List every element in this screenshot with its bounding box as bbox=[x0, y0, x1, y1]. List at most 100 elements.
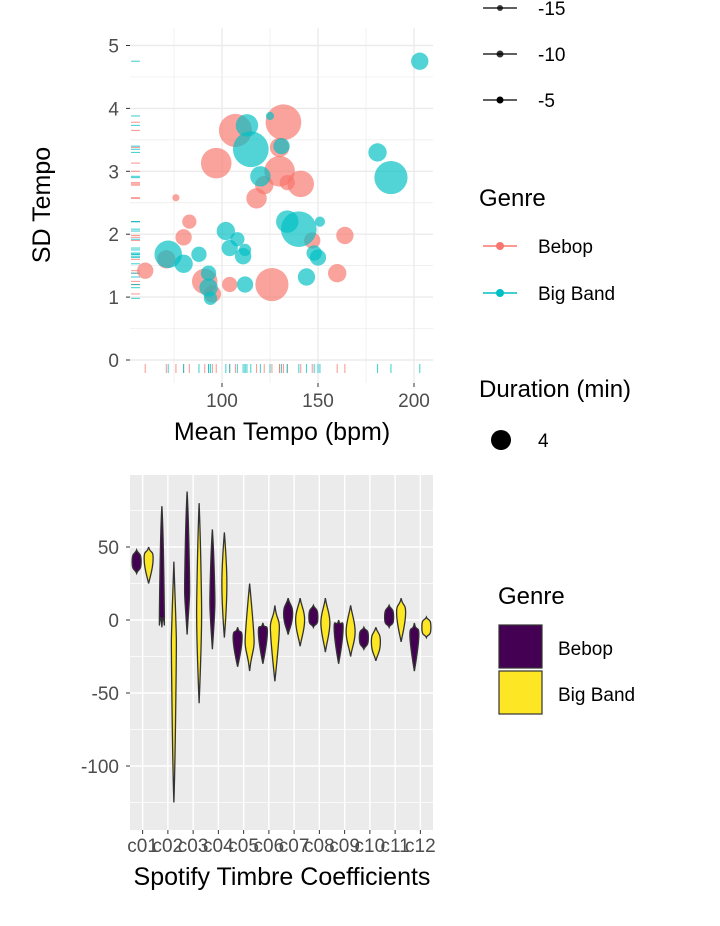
scatter-panel-background bbox=[130, 28, 433, 383]
point-bebop bbox=[255, 267, 289, 302]
violin-x-tick-label: c03 bbox=[178, 836, 209, 857]
point-bebop bbox=[175, 229, 192, 246]
violin-big-band bbox=[320, 598, 331, 653]
violin-y-tick-label: 50 bbox=[98, 538, 119, 559]
point-big-band bbox=[216, 221, 236, 241]
violin-big-band bbox=[244, 583, 255, 672]
violin-bebop bbox=[183, 491, 191, 635]
scatter-rugs bbox=[131, 60, 421, 373]
violin-bebop bbox=[409, 622, 420, 672]
point-big-band bbox=[232, 131, 269, 168]
violins bbox=[131, 491, 432, 803]
legend-key-bebop bbox=[483, 242, 517, 250]
point-big-band bbox=[368, 143, 387, 162]
legend-key-violin-bebop bbox=[498, 624, 543, 669]
violin-x-tick-label: c10 bbox=[355, 836, 386, 857]
scatter-points bbox=[137, 52, 429, 305]
point-big-band bbox=[265, 111, 275, 121]
scatter-x-axis-title: Mean Tempo (bpm) bbox=[174, 418, 390, 446]
violin-bebop bbox=[282, 597, 294, 635]
point-big-band bbox=[203, 291, 218, 305]
violin-big-band bbox=[269, 605, 281, 682]
legend-label-bebop: Bebop bbox=[538, 237, 593, 258]
violin-x-tick-label: c04 bbox=[203, 836, 234, 857]
violin-big-band bbox=[195, 503, 203, 704]
point-big-band bbox=[309, 249, 327, 266]
duration-legend-key bbox=[491, 430, 511, 450]
scatter-y-tick-label: 1 bbox=[108, 288, 119, 309]
scatter-y-tick-label: 2 bbox=[108, 225, 119, 246]
point-bebop bbox=[200, 147, 232, 179]
violin-x-tick-label: c07 bbox=[279, 836, 310, 857]
violin-x-tick-label: c05 bbox=[228, 836, 259, 857]
genre-legend-scatter-title: Genre bbox=[479, 185, 546, 212]
point-bebop bbox=[287, 170, 314, 198]
scatter-y-ticks: 0 1 2 3 4 5 bbox=[108, 37, 130, 372]
scatter-x-tick-label: 100 bbox=[206, 391, 238, 412]
violin-panel-background bbox=[130, 475, 433, 830]
violin-big-band bbox=[370, 627, 382, 662]
duration-legend-label: 4 bbox=[538, 431, 549, 452]
point-big-band bbox=[191, 246, 207, 262]
scatter-y-tick-label: 0 bbox=[108, 351, 119, 372]
size-legend-top: -15 -10 -5 bbox=[483, 0, 565, 112]
violin-x-tick-label: c09 bbox=[329, 836, 360, 857]
point-bebop bbox=[265, 104, 302, 141]
point-bebop bbox=[336, 226, 354, 245]
size-legend-key-1 bbox=[483, 5, 517, 11]
violin-x-tick-label: c02 bbox=[153, 836, 184, 857]
legend-key-violin-big-band bbox=[498, 670, 543, 715]
point-big-band bbox=[374, 161, 408, 195]
scatter-y-axis-title: SD Tempo bbox=[28, 147, 56, 263]
point-big-band bbox=[314, 216, 326, 227]
size-legend-key-3 bbox=[483, 96, 517, 104]
violin-big-band bbox=[345, 605, 356, 657]
point-big-band bbox=[280, 211, 317, 248]
violin-grid bbox=[130, 475, 433, 830]
point-bebop bbox=[222, 276, 238, 293]
violin-x-tick-label: c01 bbox=[127, 836, 158, 857]
point-bebop bbox=[172, 194, 180, 202]
violin-big-band bbox=[421, 615, 432, 640]
violin-x-tick-label: c06 bbox=[254, 836, 285, 857]
scatter-x-ticks: 100 150 200 bbox=[206, 383, 430, 412]
violin-big-band bbox=[294, 597, 306, 647]
point-big-band bbox=[199, 278, 218, 297]
violin-y-ticks: 50 0 -50 -100 bbox=[81, 538, 130, 778]
scatter-panel: 0 1 2 3 4 5 100 150 200 Mean Tempo (bpm) SD Tem… bbox=[28, 28, 433, 446]
point-big-band bbox=[238, 243, 252, 257]
violin-bebop bbox=[358, 625, 370, 652]
point-bebop bbox=[182, 214, 197, 229]
violin-big-band bbox=[143, 546, 154, 584]
scatter-x-tick-label: 200 bbox=[398, 391, 430, 412]
legend-label-violin-bebop: Bebop bbox=[558, 639, 613, 660]
violin-bebop bbox=[131, 547, 142, 576]
genre-legend-violin-title: Genre bbox=[498, 583, 565, 610]
violin-x-axis-title: Spotify Timbre Coefficients bbox=[134, 863, 431, 891]
violin-x-tick-label: c11 bbox=[381, 836, 410, 857]
genre-legend-scatter: Genre Bebop Big Band bbox=[479, 185, 615, 305]
point-big-band bbox=[250, 166, 271, 187]
violin-big-band bbox=[170, 561, 178, 803]
scatter-x-tick-label: 150 bbox=[302, 391, 334, 412]
violin-y-tick-label: 0 bbox=[108, 611, 119, 632]
point-big-band bbox=[236, 276, 254, 293]
violin-bebop bbox=[308, 603, 319, 630]
point-big-band bbox=[273, 137, 290, 155]
violin-x-tick-label: c08 bbox=[304, 836, 335, 857]
size-legend-label-1: -15 bbox=[538, 0, 565, 20]
violin-bebop bbox=[383, 603, 395, 630]
legend-label-big-band: Big Band bbox=[538, 284, 615, 305]
genre-legend-violin: Genre Bebop Big Band bbox=[498, 583, 635, 715]
point-big-band bbox=[297, 268, 316, 286]
size-legend-label-3: -5 bbox=[538, 91, 555, 112]
violin-x-tick-label: c12 bbox=[405, 836, 436, 857]
point-big-band bbox=[411, 52, 429, 70]
violin-big-band bbox=[395, 597, 407, 643]
duration-legend: Duration (min) 4 bbox=[479, 376, 631, 452]
point-big-band bbox=[200, 265, 217, 281]
point-big-band bbox=[230, 232, 245, 247]
violin-bebop bbox=[333, 619, 344, 664]
